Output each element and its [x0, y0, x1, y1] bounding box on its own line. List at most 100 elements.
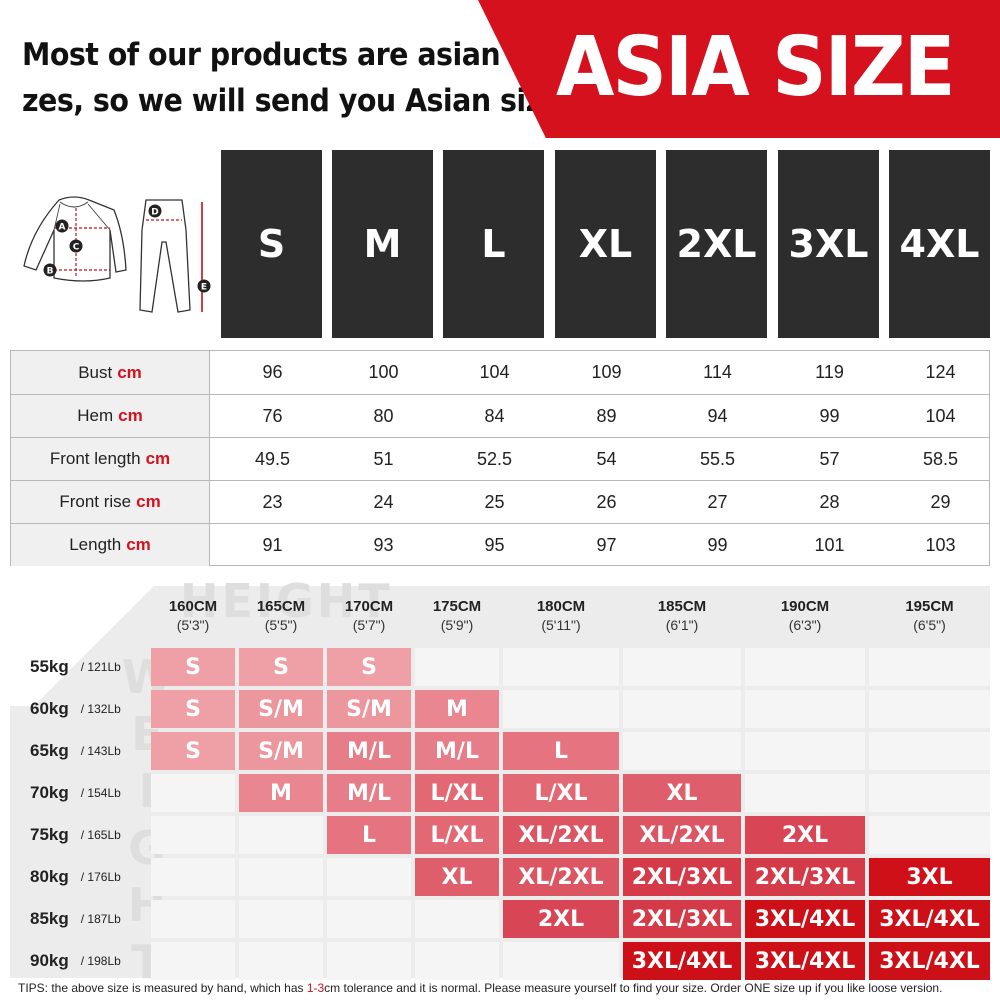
label-c: C [73, 243, 80, 253]
size-cell: L/XL [415, 774, 499, 812]
size-cell [415, 900, 499, 938]
size-cell [745, 648, 865, 686]
table-cell: 99 [707, 534, 728, 555]
headline: Most of our products are asian si- zes, … [22, 32, 577, 124]
table-cell: 29 [930, 491, 951, 512]
table-cell: 49.5 [254, 448, 291, 469]
size-cell: 2XL/3XL [745, 858, 865, 896]
size-cell [415, 648, 499, 686]
table-cell: 104 [925, 405, 956, 426]
table-cell: 99 [819, 405, 840, 426]
chart-corner [10, 586, 190, 706]
size-cell [151, 774, 235, 812]
table-cell: 24 [373, 491, 394, 512]
size-cell: 2XL [503, 900, 619, 938]
table-cell: 94 [707, 405, 728, 426]
size-header-2xl: 2XL [666, 150, 767, 338]
row-label: Hem cm [11, 395, 210, 437]
table-cell: 54 [596, 448, 617, 469]
weight-lb: / 165Lb [80, 828, 121, 842]
height-cm: 190CM [780, 598, 830, 615]
size-cell [745, 690, 865, 728]
table-cell: 76 [262, 405, 283, 426]
height-cm: 185CM [657, 598, 707, 615]
table-cell: 119 [815, 362, 844, 382]
weight-lb: / 176Lb [80, 870, 121, 884]
label-b: B [47, 267, 54, 277]
size-cell: L [503, 732, 619, 770]
size-cell: XL/2XL [623, 816, 741, 854]
weight-row-label: 75kg / 165Lb [30, 816, 150, 854]
weight-row-label: 60kg / 132Lb [30, 690, 150, 728]
height-column-header: 185CM (6'1") [623, 598, 741, 634]
height-column-header: 165CM (5'5") [239, 598, 323, 634]
size-cell [745, 732, 865, 770]
weight-lb: / 187Lb [80, 912, 121, 926]
weight-row-label: 80kg / 176Lb [30, 858, 150, 896]
weight-kg: 80kg [30, 867, 69, 886]
height-column-header: 160CM (5'3") [151, 598, 235, 634]
size-cell: S [151, 732, 235, 770]
height-ft: (6'3") [788, 617, 822, 633]
size-cell [869, 690, 990, 728]
table-cell: 27 [707, 491, 728, 512]
size-cell: S/M [327, 690, 411, 728]
size-cell: 2XL [745, 816, 865, 854]
height-column-header: 170CM (5'7") [327, 598, 411, 634]
height-ft: (5'3") [176, 617, 210, 633]
size-cell [151, 858, 235, 896]
size-cell [503, 942, 619, 980]
size-header-3xl: 3XL [778, 150, 879, 338]
weight-row-label: 70kg / 154Lb [30, 774, 150, 812]
size-header-xl: XL [555, 150, 656, 338]
size-cell: XL [415, 858, 499, 896]
size-cell [503, 690, 619, 728]
size-cell [623, 690, 741, 728]
size-cell: L/XL [415, 816, 499, 854]
weight-row-label: 90kg / 198Lb [30, 942, 150, 980]
size-cell: S [239, 648, 323, 686]
table-row: Hem cm 76 80 84 89 94 99 104 [11, 394, 989, 437]
size-cell: XL [623, 774, 741, 812]
height-cm: 160CM [168, 598, 218, 615]
weight-kg: 85kg [30, 909, 69, 928]
row-label: Length cm [11, 524, 210, 566]
size-cell [327, 900, 411, 938]
weight-lb: / 132Lb [80, 702, 121, 716]
size-cell [327, 858, 411, 896]
size-cell [151, 900, 235, 938]
table-cell: 96 [262, 362, 283, 382]
height-ft: (6'1") [665, 617, 699, 633]
size-cell: 2XL/3XL [623, 858, 741, 896]
table-cell: 124 [925, 362, 956, 382]
table-cell: 104 [479, 362, 510, 382]
size-header-4xl: 4XL [889, 150, 990, 338]
size-cell [869, 732, 990, 770]
size-cell: 3XL/4XL [869, 942, 990, 980]
table-cell: 103 [925, 534, 956, 555]
table-row: Length cm 91 93 95 97 99 101 103 [11, 523, 989, 566]
table-row: Bust cm 96 100 104 109 114 119 124 [11, 351, 989, 394]
size-cell [869, 774, 990, 812]
height-cm: 170CM [344, 598, 394, 615]
size-cell: M [415, 690, 499, 728]
height-ft: (5'11") [541, 617, 581, 633]
table-cell: 80 [373, 405, 394, 426]
weight-lb: / 198Lb [80, 954, 121, 968]
weight-kg: 55kg [30, 657, 69, 676]
size-cell: 3XL/4XL [745, 900, 865, 938]
weight-kg: 75kg [30, 825, 69, 844]
size-cell [623, 732, 741, 770]
size-cell: 3XL/4XL [745, 942, 865, 980]
size-cell [869, 816, 990, 854]
size-header-s: S [221, 150, 322, 338]
table-cell: 26 [596, 491, 617, 512]
size-cell: L/XL [503, 774, 619, 812]
table-cell: 109 [591, 362, 622, 382]
table-cell: 52.5 [476, 448, 513, 469]
size-header-m: M [332, 150, 433, 338]
table-cell: 101 [814, 534, 845, 555]
height-column-header: 195CM (6'5") [869, 598, 990, 634]
size-cell: S/M [239, 732, 323, 770]
table-cell: 51 [373, 448, 394, 469]
